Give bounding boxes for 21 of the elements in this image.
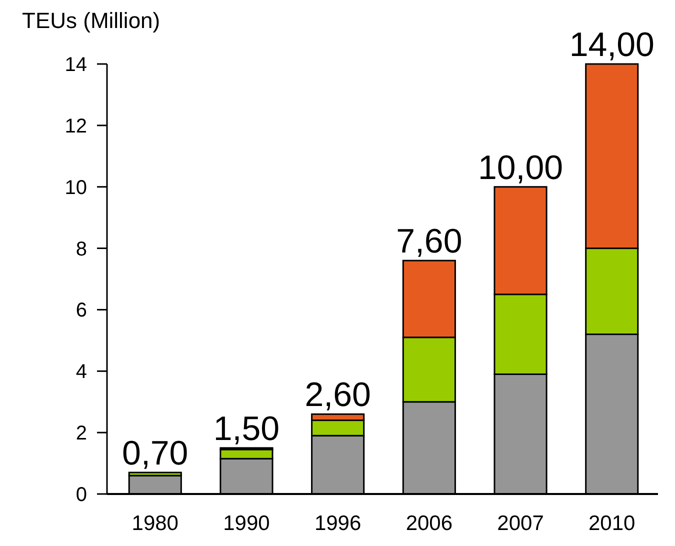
x-tick-label: 2006 xyxy=(406,512,453,535)
total-label: 10,00 xyxy=(478,148,564,187)
total-label: 14,00 xyxy=(569,26,654,64)
y-tick-label: 6 xyxy=(76,300,87,322)
total-label: 7,60 xyxy=(396,222,462,261)
x-tick-label: 1996 xyxy=(314,512,362,535)
y-tick-label: 0 xyxy=(76,484,87,506)
y-tick-label: 8 xyxy=(76,238,87,260)
x-tick-label: 2007 xyxy=(497,512,544,535)
y-tick-label: 4 xyxy=(76,361,87,384)
x-tick-label: 1990 xyxy=(223,512,270,535)
x-tick-label: 2010 xyxy=(588,512,636,535)
total-label: 0,70 xyxy=(122,434,188,472)
y-tick-label: 14 xyxy=(64,54,87,76)
total-label: 2,60 xyxy=(304,376,371,414)
y-tick-label: 2 xyxy=(76,422,87,445)
y-axis-title: TEUs (Million) xyxy=(22,8,160,33)
total-label: 1,50 xyxy=(213,410,280,448)
y-tick-label: 10 xyxy=(64,176,87,199)
x-tick-label: 1980 xyxy=(132,512,178,535)
y-tick-label: 12 xyxy=(64,115,87,138)
